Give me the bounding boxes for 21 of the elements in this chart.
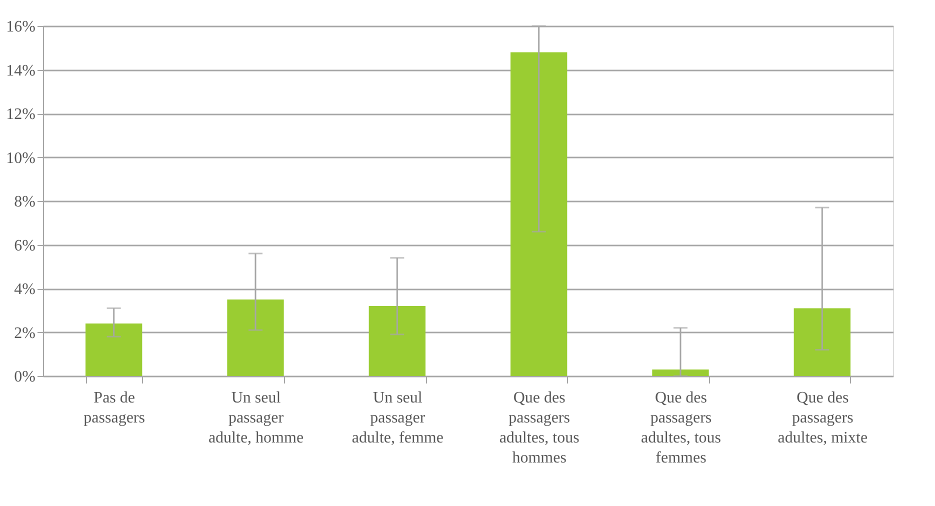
y-tick-label: 16% [6,18,36,36]
y-tick-label: 8% [14,194,36,210]
y-tick-label: 14% [6,62,36,80]
x-tick-label: Un seul passager adulte, femme [352,390,444,446]
y-tick-label: 4% [14,281,36,298]
x-tick-label: Que des passagers adultes, tous femmes [641,390,721,466]
x-tick-label: Pas de passagers [84,390,145,426]
bar [794,308,850,376]
y-tick-label: 6% [14,237,36,254]
y-tick-label: 2% [14,324,36,342]
bar [510,52,568,376]
x-tick-label: Que des passagers adultes, mixte [778,390,868,446]
bar [652,369,709,376]
x-tick-label: Que des passagers adultes, tous hommes [499,390,580,466]
bar [368,306,426,376]
y-tick-label: 12% [6,106,36,123]
y-tick-label: 10% [6,150,36,167]
x-tick-label: Un seul passager adulte, homme [208,390,304,446]
bar [227,299,284,376]
y-tick-label: 0% [14,368,36,386]
bar [86,324,142,376]
